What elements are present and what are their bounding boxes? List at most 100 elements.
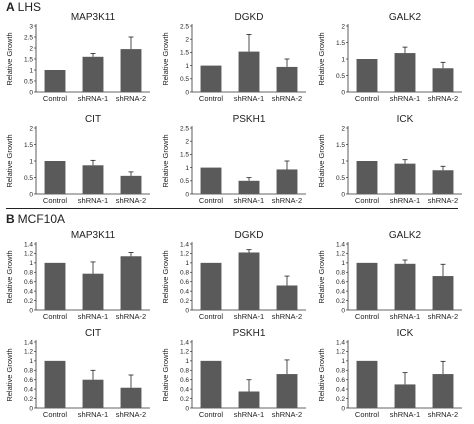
bar-shrna-2	[276, 169, 298, 194]
y-tick-label: 1.4	[180, 339, 189, 346]
y-tick-label: 0	[185, 89, 189, 96]
y-axis-label: Relative Growth	[161, 134, 170, 187]
x-tick-label: Control	[43, 410, 68, 419]
x-tick-label: shRNA-1	[390, 312, 420, 321]
x-tick-label: shRNA-1	[78, 410, 108, 419]
y-tick-label: 2	[341, 23, 345, 30]
chart-title: CIT	[85, 328, 101, 339]
y-tick-label: 1	[29, 67, 33, 74]
y-axis-label: Relative Growth	[317, 250, 326, 303]
bar-control	[356, 161, 378, 194]
y-tick-label: 1	[341, 358, 345, 365]
y-tick-label: 1.5	[180, 50, 189, 57]
bar-chart-2: DGKD Relative Growth 0 0.5 1 1.5 2 2.5 Control sh…	[161, 12, 306, 103]
bar-shrna-2	[120, 175, 142, 194]
y-tick-label: 1	[29, 358, 33, 365]
bar-shrna-1	[82, 273, 104, 310]
y-axis-label: Relative Growth	[5, 32, 14, 85]
y-tick-label: 2	[341, 125, 345, 132]
y-tick-label: 0.6	[180, 377, 189, 384]
x-tick-label: shRNA-1	[390, 94, 420, 103]
chart-title: GALK2	[389, 12, 422, 23]
y-tick-label: 0.5	[336, 73, 345, 80]
bar-shrna-1	[394, 53, 416, 92]
bar-shrna-1	[82, 56, 104, 92]
y-tick-label: 0.2	[180, 298, 189, 305]
x-tick-label: Control	[199, 196, 224, 205]
x-tick-label: shRNA-1	[78, 312, 108, 321]
y-tick-label: 0.6	[180, 279, 189, 286]
panel-letter-a: A	[6, 0, 15, 14]
y-tick-label: 1	[185, 165, 189, 172]
bar-shrna-1	[238, 180, 260, 194]
y-axis-label: Relative Growth	[317, 134, 326, 187]
x-tick-label: shRNA-2	[116, 196, 146, 205]
y-tick-label: 0	[341, 191, 345, 198]
bar-shrna-1	[394, 163, 416, 194]
y-tick-label: 3	[29, 23, 33, 30]
bar-shrna-1	[238, 51, 260, 92]
bar-shrna-2	[120, 49, 142, 92]
panel-name-b: MCF10A	[17, 212, 66, 226]
chart-title: ICK	[397, 114, 414, 125]
chart-title: ICK	[397, 328, 414, 339]
bar-control	[200, 167, 222, 194]
x-tick-label: shRNA-2	[272, 312, 302, 321]
y-tick-label: 0.6	[24, 377, 33, 384]
panel-label-b: B MCF10A	[6, 212, 65, 226]
y-tick-label: 0.5	[24, 78, 33, 85]
y-tick-label: 0.5	[180, 178, 189, 185]
x-tick-label: Control	[43, 196, 68, 205]
y-axis-label: Relative Growth	[5, 348, 14, 401]
bar-chart-10: CIT Relative Growth 0 0.2 0.4 0.6 0.8 1 1.2 1.4 Co…	[5, 328, 150, 419]
y-tick-label: 0.6	[336, 377, 345, 384]
y-axis-label: Relative Growth	[161, 348, 170, 401]
bar-shrna-1	[238, 391, 260, 408]
y-tick-label: 0	[185, 405, 189, 412]
y-tick-label: 1.2	[180, 349, 189, 356]
x-tick-label: Control	[355, 410, 380, 419]
chart-title: GALK2	[389, 230, 422, 241]
x-tick-label: shRNA-1	[390, 196, 420, 205]
y-tick-label: 1.4	[180, 241, 189, 248]
panel-label-a: A LHS	[6, 0, 41, 14]
x-tick-label: shRNA-1	[234, 312, 264, 321]
y-tick-label: 0.8	[24, 270, 33, 277]
y-tick-label: 2	[185, 37, 189, 44]
bar-shrna-1	[238, 252, 260, 310]
y-tick-label: 1	[341, 56, 345, 63]
bar-shrna-2	[432, 276, 454, 310]
section-divider	[6, 208, 458, 209]
chart-title: DGKD	[235, 230, 264, 241]
x-tick-label: shRNA-1	[234, 94, 264, 103]
y-tick-label: 1	[185, 63, 189, 70]
bar-control	[44, 161, 66, 194]
y-tick-label: 2.5	[180, 125, 189, 132]
x-tick-label: Control	[355, 196, 380, 205]
bar-shrna-1	[394, 263, 416, 310]
x-tick-label: shRNA-2	[428, 196, 458, 205]
y-tick-label: 1	[185, 260, 189, 267]
y-axis-label: Relative Growth	[5, 250, 14, 303]
x-tick-label: Control	[199, 410, 224, 419]
y-tick-label: 0.5	[336, 175, 345, 182]
x-tick-label: shRNA-2	[272, 410, 302, 419]
panel-letter-b: B	[6, 212, 15, 226]
y-tick-label: 1.4	[336, 339, 345, 346]
y-tick-label: 0.8	[336, 270, 345, 277]
chart-title: CIT	[85, 114, 101, 125]
y-tick-label: 1.5	[24, 142, 33, 149]
y-tick-label: 0.2	[24, 396, 33, 403]
y-tick-label: 0.2	[180, 396, 189, 403]
y-tick-label: 1.5	[180, 152, 189, 159]
x-tick-label: Control	[355, 312, 380, 321]
bar-control	[200, 360, 222, 408]
bar-shrna-1	[82, 165, 104, 194]
chart-title: MAP3K11	[71, 12, 116, 23]
y-tick-label: 0.5	[180, 76, 189, 83]
chart-title: PSKH1	[233, 328, 266, 339]
y-tick-label: 1.5	[24, 56, 33, 63]
bar-shrna-2	[276, 285, 298, 310]
y-tick-label: 0	[341, 307, 345, 314]
bar-chart-9: GALK2 Relative Growth 0 0.2 0.4 0.6 0.8 1 1.2 1.4…	[317, 230, 462, 321]
